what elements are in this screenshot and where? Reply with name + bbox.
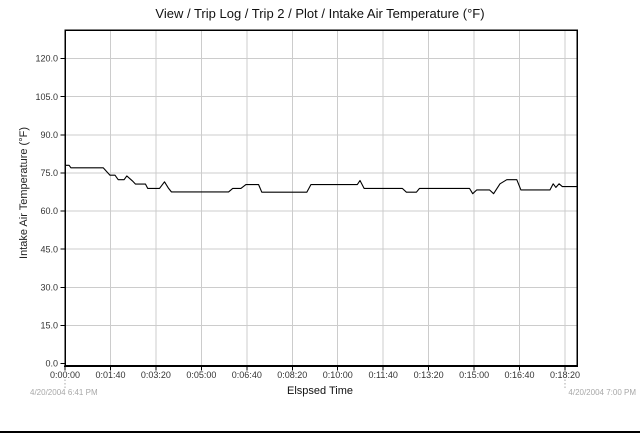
plot-area [64,29,578,367]
y-axis-title: Intake Air Temperature (°F) [18,127,30,259]
y-tick-label: 15.0 [40,321,58,331]
y-tick-label: 75.0 [40,168,58,178]
y-tick-label: 60.0 [40,206,58,216]
start-timestamp: 4/20/2004 6:41 PM [30,388,98,397]
x-tick-label: 0:05:00 [186,370,216,380]
y-tick-label: 90.0 [40,130,58,140]
x-tick-label: 0:08:20 [277,370,307,380]
y-tick-label: 0.0 [45,359,58,369]
bottom-rule [0,431,640,433]
x-tick-label: 0:01:40 [95,370,125,380]
x-tick-label: 0:03:20 [141,370,171,380]
x-tick-label: 0:00:00 [50,370,80,380]
x-tick-label: 0:15:00 [459,370,489,380]
x-tick-label: 0:11:40 [368,370,397,380]
x-tick-label: 0:16:40 [505,370,535,380]
page-title: View / Trip Log / Trip 2 / Plot / Intake… [155,6,485,21]
data-line [64,164,578,195]
y-tick-label: 45.0 [40,244,58,254]
x-tick-label: 0:10:00 [323,370,353,380]
y-tick-label: 30.0 [40,282,58,292]
x-tick-label: 0:13:20 [414,370,444,380]
end-timestamp: 4/20/2004 7:00 PM [568,388,636,397]
y-tick-label: 105.0 [35,92,58,102]
y-tick-label: 120.0 [35,54,58,64]
x-tick-label: 0:06:40 [232,370,262,380]
x-tick-label: 0:18:20 [550,370,580,380]
x-axis-title: Elspsed Time [286,385,354,397]
